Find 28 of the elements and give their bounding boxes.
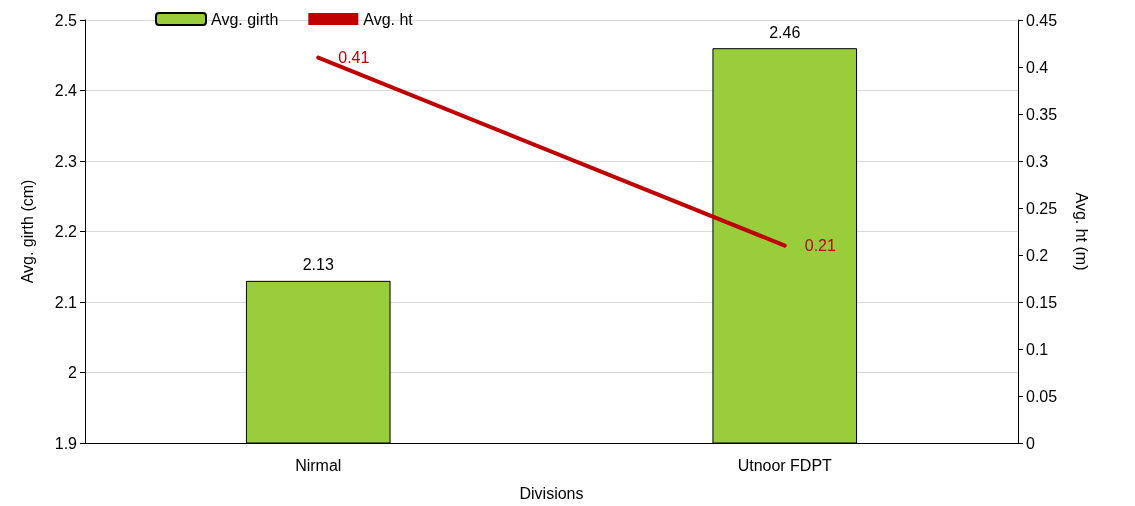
y-tick-label: 2.3 (54, 152, 78, 170)
y-axis-title: Avg. girth (cm) (18, 179, 36, 284)
y-tick-label: 2 (68, 364, 78, 381)
y-tick-label: 2.2 (54, 223, 78, 240)
y-tick-label: 2.1 (54, 293, 78, 311)
legend-label: Avg. girth (211, 10, 279, 28)
x-tick-label: Utnoor FDPT (737, 456, 833, 474)
y2-tick-label: 0.4 (1026, 58, 1049, 76)
legend-label: Avg. ht (363, 10, 414, 28)
y2-tick-label: 0.1 (1026, 340, 1049, 358)
y2-tick-label: 0.3 (1026, 152, 1049, 170)
data-label: 2.46 (769, 23, 801, 41)
y2-tick-label: 0.05 (1026, 387, 1058, 405)
x-axis-title: Divisions (519, 484, 584, 502)
y2-tick-label: 0.15 (1026, 293, 1058, 311)
data-label: 0.41 (338, 49, 370, 67)
y2-tick-label: 0.25 (1026, 199, 1058, 217)
y2-axis-title: Avg. ht (m) (1072, 192, 1090, 271)
y-tick-label: 2.5 (54, 11, 78, 29)
y2-tick-label: 0 (1026, 434, 1035, 452)
y2-tick-label: 0.45 (1026, 11, 1058, 29)
y-tick-label: 2.4 (54, 82, 78, 99)
y2-tick-label: 0.35 (1026, 105, 1058, 123)
data-label: 2.13 (302, 256, 334, 274)
x-tick-label: Nirmal (295, 456, 342, 474)
y2-tick-label: 0.2 (1026, 246, 1049, 264)
data-label: 0.21 (804, 237, 836, 255)
y-tick-label: 1.9 (54, 434, 78, 452)
